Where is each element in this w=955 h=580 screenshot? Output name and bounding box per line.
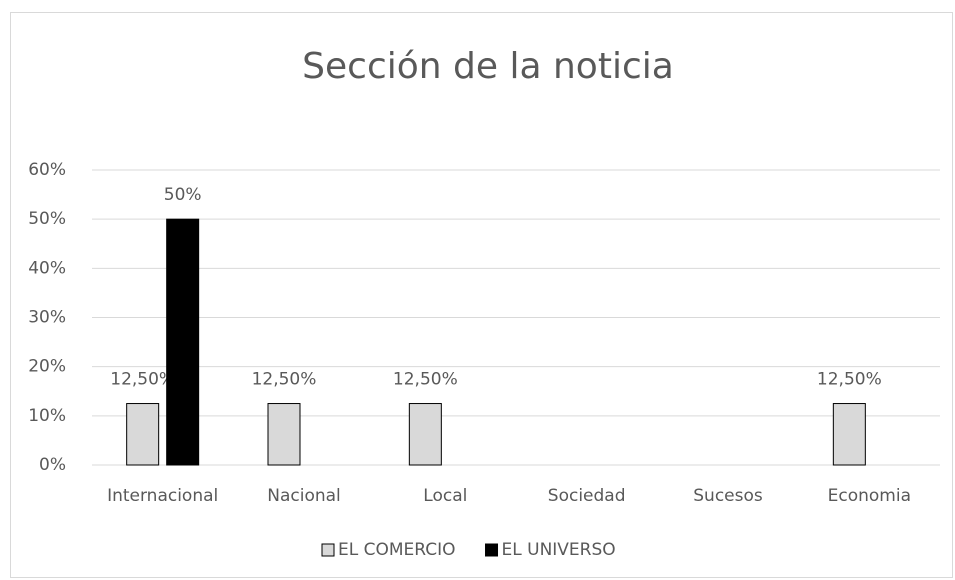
bar [166,218,200,466]
y-tick-label: 50% [28,209,66,229]
legend-label: EL COMERCIO [338,540,456,560]
x-tick-label: Sociedad [548,486,626,506]
data-label: 50% [164,185,202,205]
bar [267,403,301,466]
data-label: 12,50% [252,370,317,390]
y-tick-label: 0% [39,455,66,475]
bar [126,403,160,466]
data-label: 12,50% [110,370,175,390]
x-tick-label: Local [423,486,467,506]
legend-swatch [485,543,499,557]
x-tick-label: Nacional [267,486,341,506]
y-tick-label: 30% [28,308,66,328]
y-tick-label: 60% [28,160,66,180]
bar [408,403,442,466]
data-label: 12,50% [817,370,882,390]
y-tick-label: 40% [28,258,66,278]
data-label: 12,50% [393,370,458,390]
y-tick-label: 20% [28,357,66,377]
y-tick-label: 10% [28,406,66,426]
x-tick-label: Sucesos [693,486,763,506]
legend-label: EL UNIVERSO [502,540,616,560]
x-tick-label: Internacional [107,486,218,506]
legend-swatch [321,543,335,557]
chart-title: Sección de la noticia [302,46,674,87]
x-tick-label: Economia [828,486,911,506]
bar [832,403,866,466]
